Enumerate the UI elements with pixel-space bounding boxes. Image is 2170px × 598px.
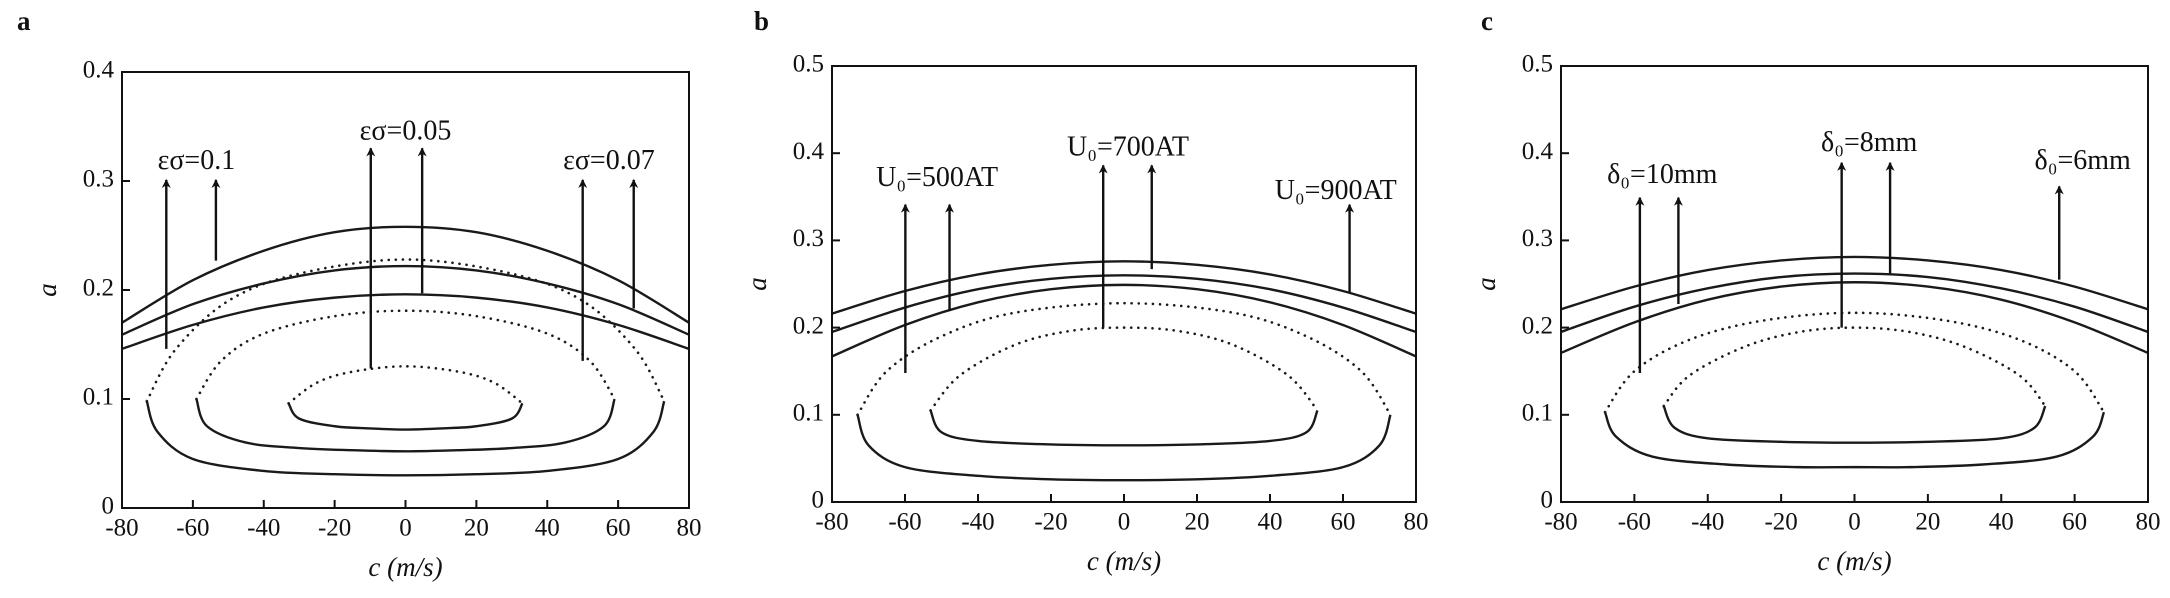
dotted-curve: [929, 326, 1319, 412]
y-tick-label: 0.3: [793, 225, 824, 252]
x-tick-label: -20: [1764, 509, 1797, 536]
annotation: U₀=900AT: [1275, 175, 1397, 206]
annotation: εσ=0.1: [158, 145, 236, 176]
curve: [1662, 405, 2047, 444]
x-tick-label: 40: [1989, 509, 2014, 536]
curve: [856, 414, 1392, 482]
y-tick-label: 0.1: [1522, 400, 1553, 427]
curve: [1603, 411, 2106, 469]
y-tick-label: 0: [1541, 487, 1554, 514]
x-tick-label: 60: [606, 515, 631, 542]
curve: [287, 402, 524, 431]
x-tick-label: 0: [1118, 509, 1131, 536]
dotted-curve: [1603, 311, 2106, 414]
annotation: δ₀=10mm: [1607, 159, 1718, 190]
panel-label: c: [1481, 6, 1493, 36]
x-tick-label: 40: [535, 515, 560, 542]
y-tick-label: 0.5: [1522, 51, 1553, 78]
panel-label: b: [754, 6, 769, 36]
y-tick-label: 0: [102, 493, 115, 520]
plot-area: [122, 225, 689, 477]
x-tick-label: 20: [1185, 509, 1210, 536]
annotation: εσ=0.07: [563, 145, 655, 176]
x-axis-label: c (m/s): [1817, 546, 1891, 576]
curve: [122, 293, 689, 350]
curve: [1561, 272, 2148, 334]
x-tick-label: -40: [1691, 509, 1724, 536]
plot-area: [1561, 255, 2148, 469]
x-tick-label: 20: [464, 515, 489, 542]
x-tick-label: -60: [176, 515, 209, 542]
x-tick-label: -40: [961, 509, 994, 536]
x-tick-label: 20: [1915, 509, 1940, 536]
x-tick-label: -40: [247, 515, 280, 542]
dotted-curve: [195, 309, 616, 401]
curve: [832, 274, 1416, 334]
plot-area: [832, 260, 1416, 482]
x-tick-label: 80: [2136, 509, 2161, 536]
curve: [122, 264, 689, 336]
x-tick-label: 60: [1331, 509, 1356, 536]
y-tick-label: 0: [812, 487, 825, 514]
y-axis-label: a: [1471, 277, 1501, 291]
annotation: δ₀=8mm: [1821, 127, 1918, 158]
y-tick-label: 0.4: [1522, 138, 1554, 165]
curve: [929, 409, 1319, 447]
x-axis-label: c (m/s): [1087, 546, 1161, 576]
annotation: δ₀=6mm: [2035, 145, 2132, 176]
curve: [145, 400, 666, 477]
x-tick-label: 0: [399, 515, 412, 542]
dotted-curve: [1662, 326, 2047, 408]
annotation: εσ=0.05: [360, 115, 452, 146]
y-tick-label: 0.3: [83, 166, 114, 193]
x-tick-label: -80: [105, 515, 138, 542]
x-tick-label: -60: [1618, 509, 1651, 536]
x-tick-label: -20: [1034, 509, 1067, 536]
x-tick-label: 0: [1848, 509, 1861, 536]
panel-label: a: [17, 6, 31, 36]
curve: [195, 398, 616, 453]
y-tick-label: 0.5: [793, 51, 824, 78]
y-tick-label: 0.2: [793, 312, 824, 339]
y-axis-label: a: [32, 283, 62, 297]
curve: [1561, 255, 2148, 311]
curve: [832, 283, 1416, 358]
x-tick-label: -80: [815, 509, 848, 536]
dotted-curve: [287, 364, 524, 405]
x-tick-label: 40: [1258, 509, 1283, 536]
curve: [1561, 281, 2148, 354]
annotation: U₀=500AT: [876, 162, 998, 193]
y-tick-label: 0.4: [793, 138, 825, 165]
y-tick-label: 0.2: [1522, 312, 1553, 339]
x-axis-label: c (m/s): [368, 552, 442, 582]
dotted-curve: [856, 301, 1392, 417]
y-axis-label: a: [742, 277, 772, 291]
x-tick-label: -60: [888, 509, 921, 536]
y-tick-label: 0.1: [83, 384, 114, 411]
annotation: U₀=700AT: [1067, 131, 1189, 162]
y-tick-label: 0.3: [1522, 225, 1553, 252]
x-tick-label: -80: [1544, 509, 1577, 536]
x-tick-label: -20: [318, 515, 351, 542]
curve: [832, 260, 1416, 315]
x-tick-label: 80: [1404, 509, 1429, 536]
x-tick-label: 60: [2062, 509, 2087, 536]
y-tick-label: 0.1: [793, 400, 824, 427]
dotted-curve: [145, 258, 666, 403]
x-tick-label: 80: [677, 515, 702, 542]
y-tick-label: 0.4: [83, 57, 115, 84]
y-tick-label: 0.2: [83, 275, 114, 302]
curve: [122, 225, 689, 324]
